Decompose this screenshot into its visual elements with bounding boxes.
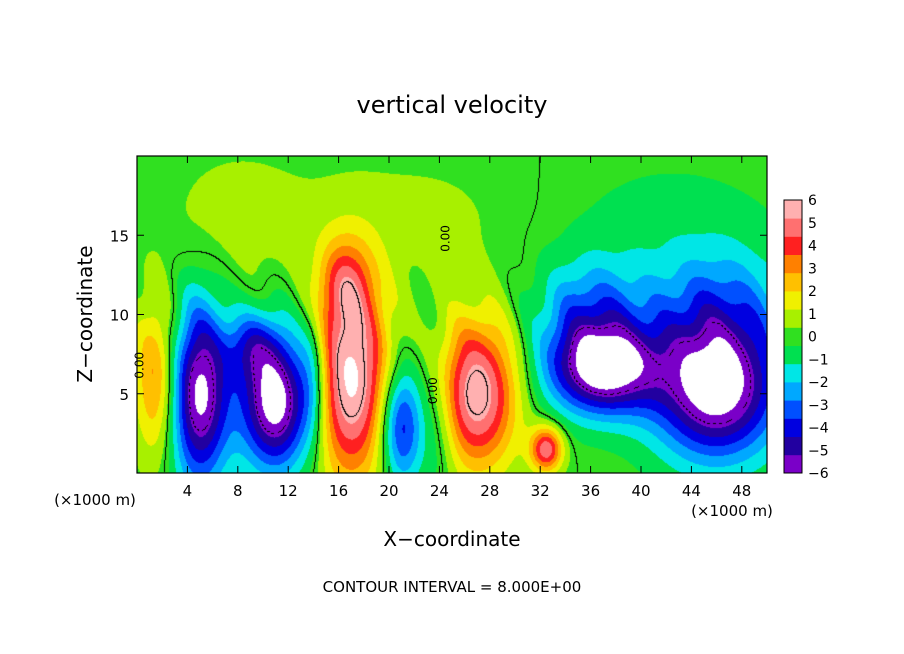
- y-axis-label: Z−coordinate: [73, 245, 97, 382]
- x-tick-label: 16: [329, 482, 348, 500]
- y-tick-label: 5: [119, 386, 129, 404]
- colorbar-swatch: [784, 363, 802, 383]
- x-tick-label: 44: [682, 482, 701, 500]
- colorbar-tick-label: 3: [808, 261, 817, 277]
- x-tick-label: 40: [631, 482, 650, 500]
- y-axis-ticks: 5 10 15: [110, 227, 767, 404]
- colorbar-tick-label: 2: [808, 284, 817, 300]
- colorbar-tick-label: 6: [808, 193, 817, 209]
- x-tick-label: 4: [183, 482, 193, 500]
- colorbar-tick-label: 0: [808, 330, 817, 346]
- colorbar-tick-label: 4: [808, 239, 817, 255]
- colorbar-swatch: [784, 418, 802, 437]
- plot-area: 0.00 0.00 0.00: [132, 155, 768, 474]
- contour-label: 0.00: [132, 352, 146, 379]
- colorbar: 6 5 4 3 2 1 0 −1 −2 −3 −4 −5 −6: [783, 193, 829, 482]
- x-tick-label: 36: [581, 482, 600, 500]
- colorbar-swatch: [784, 400, 802, 419]
- x-tick-label: 8: [233, 482, 243, 500]
- x-tick-label: 24: [430, 482, 449, 500]
- x-tick-label: 12: [279, 482, 298, 500]
- contour-label: 0.00: [426, 377, 440, 404]
- colorbar-tick-label: −1: [808, 352, 829, 368]
- x-tick-label: 28: [480, 482, 499, 500]
- colorbar-swatch: [784, 236, 802, 255]
- x-tick-label: 48: [732, 482, 751, 500]
- colorbar-swatch: [784, 272, 802, 292]
- colorbar-swatch: [784, 291, 802, 310]
- colorbar-tick-label: −5: [808, 443, 829, 459]
- colorbar-tick-label: 5: [808, 216, 817, 232]
- y-tick-label: 15: [110, 227, 129, 245]
- x-tick-label: 32: [531, 482, 550, 500]
- x-unit-label-right: (×1000 m): [691, 502, 773, 520]
- colorbar-swatch: [784, 309, 802, 328]
- colorbar-tick-label: −6: [808, 466, 829, 482]
- x-axis-ticks: 4 8 12 16 20 24 28 32 36 40 44 48: [183, 156, 751, 500]
- colorbar-tick-label: 1: [808, 307, 817, 323]
- colorbar-swatch: [784, 345, 802, 365]
- velocity-field-canvas: [137, 156, 767, 473]
- x-axis-label: X−coordinate: [383, 527, 520, 551]
- x-unit-label-left: (×1000 m): [54, 491, 136, 509]
- contour-labels: 0.00 0.00 0.00: [132, 225, 452, 404]
- colorbar-tick-label: −2: [808, 375, 829, 391]
- colorbar-swatch: [784, 327, 802, 346]
- x-tick-label: 20: [379, 482, 398, 500]
- colorbar-tick-label: −3: [808, 398, 829, 414]
- colorbar-swatch: [784, 254, 802, 274]
- contour-label: 0.00: [438, 225, 452, 252]
- y-tick-label: 10: [110, 307, 129, 325]
- contour-interval-annotation: CONTOUR INTERVAL = 8.000E+00: [323, 578, 582, 596]
- colorbar-swatch: [784, 454, 802, 474]
- colorbar-tick-label: −4: [808, 421, 829, 437]
- colorbar-swatch: [784, 436, 802, 456]
- colorbar-swatch: [784, 382, 802, 401]
- colorbar-swatch: [784, 218, 802, 237]
- colorbar-swatch: [784, 200, 802, 219]
- colorbar-frame: [783, 199, 803, 474]
- chart-title: vertical velocity: [357, 91, 548, 119]
